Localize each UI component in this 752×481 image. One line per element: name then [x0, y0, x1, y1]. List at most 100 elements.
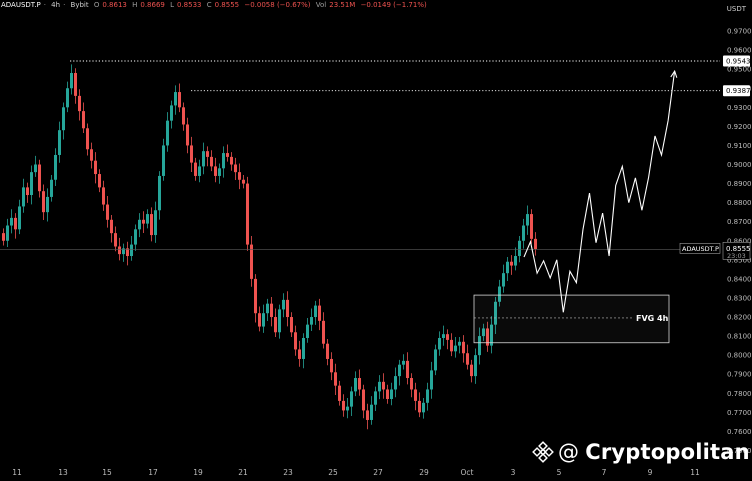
- candle-body: [130, 244, 133, 257]
- candle-body: [486, 328, 489, 346]
- price-tick-label: 0.8300: [727, 294, 752, 302]
- candle-body: [262, 313, 265, 327]
- candle-body: [358, 378, 361, 390]
- candle-body: [198, 166, 201, 176]
- price-tick-label: 0.8900: [727, 180, 752, 188]
- price-tick-label: 0.7800: [727, 390, 752, 398]
- candle-body: [246, 183, 249, 245]
- time-tick-label: 3: [511, 468, 516, 477]
- price-tick-label: 0.7500: [727, 447, 752, 455]
- candle-body: [18, 206, 21, 230]
- candle-body: [70, 73, 73, 89]
- candle-body: [526, 214, 529, 226]
- candle-body: [434, 349, 437, 371]
- candle-body: [286, 299, 289, 318]
- candle-body: [334, 372, 337, 386]
- volume-value: 23.51M: [329, 1, 356, 9]
- candle-body: [522, 225, 525, 241]
- candle-body: [106, 204, 109, 220]
- candle-body: [414, 389, 417, 401]
- candle-body: [398, 364, 401, 377]
- price-tick-label: 0.8200: [727, 314, 752, 322]
- candle-body: [238, 172, 241, 180]
- level-price-tag: [723, 55, 750, 67]
- time-axis[interactable]: 11 13 15 17 19 21 23 25 27 29 Oct 3 5 7 9 11: [12, 468, 700, 477]
- candle-body: [182, 107, 185, 125]
- candle-body: [294, 332, 297, 350]
- candle-body: [370, 404, 373, 420]
- candle-body: [314, 305, 317, 318]
- candle-body: [350, 391, 353, 407]
- candle-body: [154, 210, 157, 236]
- price-axis[interactable]: 0.97000.96000.95000.94000.93000.92000.91…: [727, 28, 752, 455]
- price-tick-label: 0.7900: [727, 371, 752, 379]
- candle-body: [330, 358, 333, 373]
- candle-body: [46, 196, 49, 213]
- candle-body: [202, 151, 205, 167]
- candle-body: [446, 334, 449, 340]
- price-tick-label: 0.8500: [727, 256, 752, 264]
- candle-body: [410, 378, 413, 390]
- candle-body: [474, 355, 477, 377]
- candle-body: [498, 286, 501, 302]
- candle-body: [22, 187, 25, 207]
- candle-body: [502, 273, 505, 287]
- candle-body: [134, 229, 137, 245]
- price-tick-label: 0.8600: [727, 237, 752, 245]
- candle-body: [318, 305, 321, 321]
- time-tick-label: 5: [557, 468, 562, 477]
- candle-body: [450, 339, 453, 352]
- countdown-text: 23:03: [727, 252, 746, 260]
- candle-body: [126, 248, 129, 257]
- candle-body: [290, 317, 293, 333]
- candle-body: [90, 149, 93, 161]
- low-value: 0.8533: [177, 1, 202, 9]
- candle-body: [506, 261, 509, 274]
- candle-body: [210, 156, 213, 167]
- level-price-tag-text: 0.9543: [726, 57, 751, 65]
- candle-body: [66, 88, 69, 108]
- level-price-tag: [723, 85, 750, 97]
- currency-label[interactable]: USDT: [726, 5, 746, 13]
- candle-body: [514, 256, 517, 266]
- time-tick-label: 15: [102, 468, 112, 477]
- time-tick-label: 13: [58, 468, 68, 477]
- candle-body: [94, 160, 97, 175]
- candle-body: [346, 406, 349, 411]
- current-price-tag-text: 0.8555: [726, 245, 751, 253]
- candle-body: [146, 214, 149, 224]
- price-tick-label: 0.8400: [727, 275, 752, 283]
- candle-body: [494, 301, 497, 325]
- price-tick-label: 0.7700: [727, 409, 752, 417]
- price-change: −0.0058 (−0.67%): [244, 1, 311, 9]
- binance-logo-icon: [532, 441, 554, 463]
- price-tick-label: 0.8800: [727, 199, 752, 207]
- candle-body: [214, 166, 217, 176]
- candle-body: [390, 389, 393, 399]
- time-tick-label: 7: [602, 468, 607, 477]
- candle-body: [310, 317, 313, 325]
- current-symbol-tag-text: ADAUSDT.P: [682, 245, 719, 253]
- candle-body: [206, 151, 209, 157]
- close-label: C: [206, 1, 212, 9]
- candle-body: [102, 187, 105, 205]
- candle-body: [250, 244, 253, 279]
- candle-body: [10, 217, 13, 226]
- candle-body: [442, 334, 445, 338]
- candle-body: [454, 345, 457, 352]
- price-tick-label: 0.9100: [727, 142, 752, 150]
- interval[interactable]: 4h: [51, 1, 61, 9]
- low-label: L: [170, 1, 174, 9]
- candle-body: [326, 343, 329, 359]
- candle-body: [110, 219, 113, 234]
- volume-change: −0.0149 (−1.71%): [360, 1, 427, 9]
- candle-body: [6, 225, 9, 241]
- symbol-name[interactable]: ADAUSDT.P: [1, 1, 41, 9]
- projection-arrowhead: [670, 69, 678, 78]
- candle-body: [386, 389, 389, 399]
- current-symbol-tag: [679, 243, 721, 254]
- candle-body: [2, 233, 5, 241]
- price-tick-label: 0.9000: [727, 161, 752, 169]
